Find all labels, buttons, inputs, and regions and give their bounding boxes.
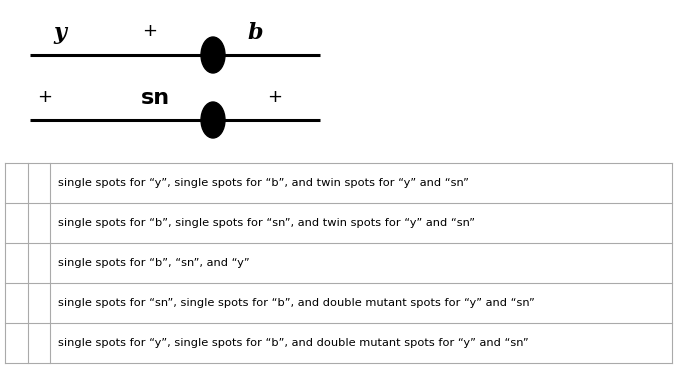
- Text: +: +: [38, 88, 53, 106]
- Ellipse shape: [201, 37, 225, 73]
- Text: sn: sn: [140, 88, 170, 108]
- Text: b: b: [247, 22, 263, 44]
- Text: single spots for “b”, single spots for “sn”, and twin spots for “y” and “sn”: single spots for “b”, single spots for “…: [58, 218, 475, 228]
- Text: +: +: [142, 22, 158, 40]
- Text: +: +: [268, 88, 282, 106]
- Text: single spots for “sn”, single spots for “b”, and double mutant spots for “y” and: single spots for “sn”, single spots for …: [58, 298, 534, 308]
- Text: single spots for “b”, “sn”, and “y”: single spots for “b”, “sn”, and “y”: [58, 258, 249, 268]
- Ellipse shape: [201, 102, 225, 138]
- Text: single spots for “y”, single spots for “b”, and twin spots for “y” and “sn”: single spots for “y”, single spots for “…: [58, 178, 469, 188]
- Text: y: y: [53, 22, 67, 44]
- Text: single spots for “y”, single spots for “b”, and double mutant spots for “y” and : single spots for “y”, single spots for “…: [58, 338, 528, 348]
